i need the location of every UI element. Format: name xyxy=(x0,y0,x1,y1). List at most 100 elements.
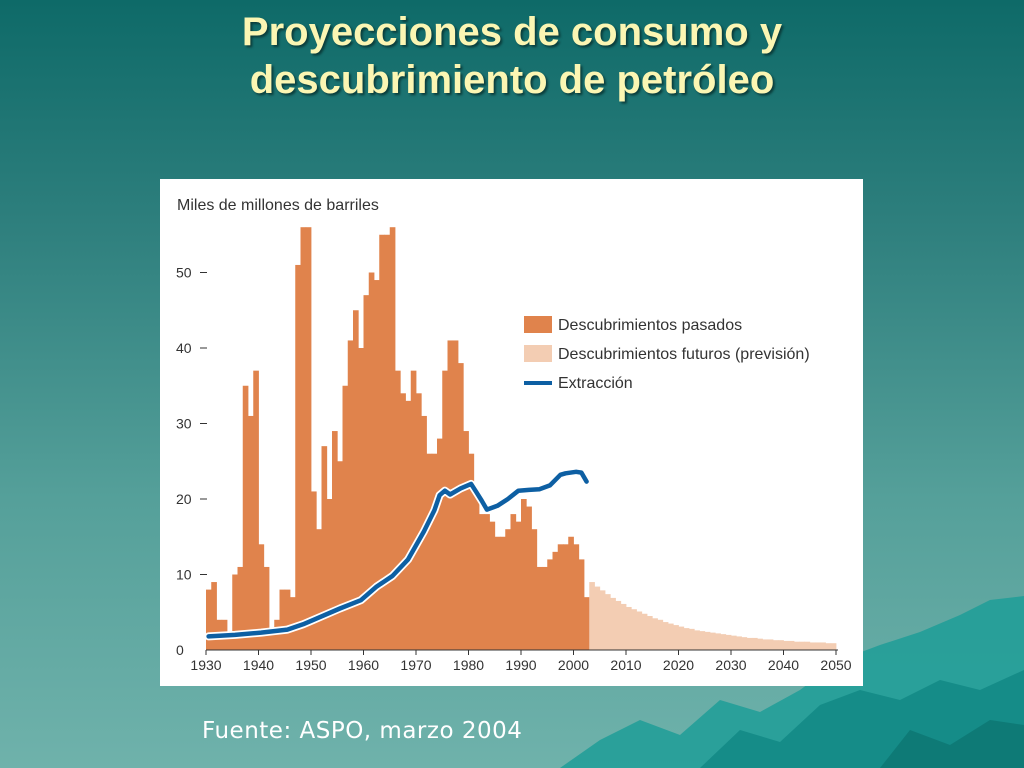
bar-future-discovery xyxy=(762,639,769,650)
bar-future-discovery xyxy=(720,634,727,650)
bar-past-discovery xyxy=(416,393,422,650)
y-axis-label: Miles de millones de barriles xyxy=(177,197,379,214)
y-tick-label: 30 xyxy=(176,416,192,432)
bar-past-discovery xyxy=(531,529,538,650)
axes-group: 1930 1940 1950 1960 1970 1980 1990 2000 2010 2020… xyxy=(176,265,852,674)
x-tick-label: 2000 xyxy=(558,657,589,673)
oil-chart: Miles de millones de barriles 1930 1940 19… xyxy=(176,197,852,674)
bar-future-discovery xyxy=(699,631,706,650)
bar-past-discovery xyxy=(206,589,212,650)
bar-future-discovery xyxy=(683,628,690,650)
bar-past-discovery xyxy=(384,234,391,650)
bar-future-discovery xyxy=(752,637,758,650)
bar-past-discovery xyxy=(253,370,259,650)
bar-future-discovery xyxy=(647,616,653,650)
bar-past-discovery xyxy=(542,566,548,650)
bar-future-discovery xyxy=(778,640,784,650)
bar-future-discovery xyxy=(668,623,674,650)
source-footer: Fuente: ASPO, marzo 2004 xyxy=(202,718,523,744)
bar-future-discovery xyxy=(636,611,643,650)
bar-past-discovery xyxy=(279,589,286,650)
bar-future-discovery xyxy=(657,619,664,650)
x-tick-label: 1970 xyxy=(400,657,431,673)
chart-panel: Miles de millones de barriles 1930 1940 19… xyxy=(160,179,863,686)
bar-past-discovery xyxy=(578,559,585,650)
bar-past-discovery xyxy=(232,574,238,650)
bar-past-discovery xyxy=(426,453,433,650)
bar-future-discovery xyxy=(673,625,679,650)
bar-past-discovery xyxy=(442,370,448,650)
x-tick-label: 1990 xyxy=(505,657,536,673)
bar-past-discovery xyxy=(584,597,590,650)
bar-past-discovery xyxy=(479,514,485,650)
y-tick-label: 50 xyxy=(176,265,192,281)
bar-past-discovery xyxy=(284,589,291,650)
x-tick-label: 1960 xyxy=(348,657,379,673)
bar-past-discovery xyxy=(473,491,480,650)
bar-past-discovery xyxy=(547,559,553,650)
bar-future-discovery xyxy=(626,606,632,650)
bar-past-discovery xyxy=(463,431,469,650)
bar-future-discovery xyxy=(631,609,637,650)
bar-past-discovery xyxy=(305,227,312,650)
x-tick-label: 2050 xyxy=(820,657,851,673)
bar-past-discovery xyxy=(237,566,244,650)
bar-future-discovery xyxy=(741,637,748,650)
bar-past-discovery xyxy=(389,227,396,650)
bar-past-discovery xyxy=(242,385,249,650)
bar-future-discovery xyxy=(804,641,811,650)
bar-past-discovery xyxy=(536,566,543,650)
x-tick-label: 1950 xyxy=(295,657,326,673)
bars-group xyxy=(206,227,837,650)
x-tick-label: 1940 xyxy=(243,657,274,673)
y-tick-label: 10 xyxy=(176,567,192,583)
bar-future-discovery xyxy=(589,582,595,650)
bar-future-discovery xyxy=(641,613,648,650)
bar-future-discovery xyxy=(594,586,601,650)
bar-past-discovery xyxy=(521,499,527,650)
bar-past-discovery xyxy=(316,529,322,650)
bar-past-discovery xyxy=(526,506,532,650)
bar-past-discovery xyxy=(505,529,511,650)
bar-past-discovery xyxy=(489,521,496,650)
bar-future-discovery xyxy=(757,638,763,650)
bar-past-discovery xyxy=(568,536,574,650)
bar-past-discovery xyxy=(263,566,270,650)
extraction-line xyxy=(206,469,589,639)
bar-past-discovery xyxy=(552,551,559,650)
bar-future-discovery xyxy=(689,628,695,650)
bar-past-discovery xyxy=(363,295,370,650)
bar-past-discovery xyxy=(405,400,412,650)
x-tick-label: 2020 xyxy=(663,657,694,673)
bar-future-discovery xyxy=(820,642,826,650)
bar-past-discovery xyxy=(347,340,354,650)
y-tick-label: 0 xyxy=(176,642,184,658)
bar-future-discovery xyxy=(783,640,790,650)
legend-item-future-swatch xyxy=(524,345,552,362)
bar-future-discovery xyxy=(725,634,732,650)
bar-future-discovery xyxy=(825,643,832,650)
bar-future-discovery xyxy=(615,600,622,650)
bar-past-discovery xyxy=(337,461,343,650)
bar-future-discovery xyxy=(704,631,711,650)
bar-past-discovery xyxy=(395,370,401,650)
x-tick-label: 2030 xyxy=(715,657,746,673)
x-tick-label: 1980 xyxy=(453,657,484,673)
bar-future-discovery xyxy=(767,639,774,650)
legend: Descubrimientos pasados Descubrimientos f… xyxy=(524,316,810,392)
bar-past-discovery xyxy=(494,536,501,650)
bar-past-discovery xyxy=(400,393,406,650)
bar-past-discovery xyxy=(321,446,328,650)
y-tick-label: 20 xyxy=(176,491,192,507)
bar-past-discovery xyxy=(211,582,217,650)
bar-past-discovery xyxy=(510,514,517,650)
bar-future-discovery xyxy=(731,635,737,650)
x-tick-label: 2040 xyxy=(768,657,799,673)
bar-past-discovery xyxy=(410,370,417,650)
bar-past-discovery xyxy=(295,264,301,650)
bar-past-discovery xyxy=(342,385,349,650)
bar-past-discovery xyxy=(557,544,564,650)
bar-future-discovery xyxy=(815,642,821,650)
y-tick-label: 40 xyxy=(176,340,192,356)
